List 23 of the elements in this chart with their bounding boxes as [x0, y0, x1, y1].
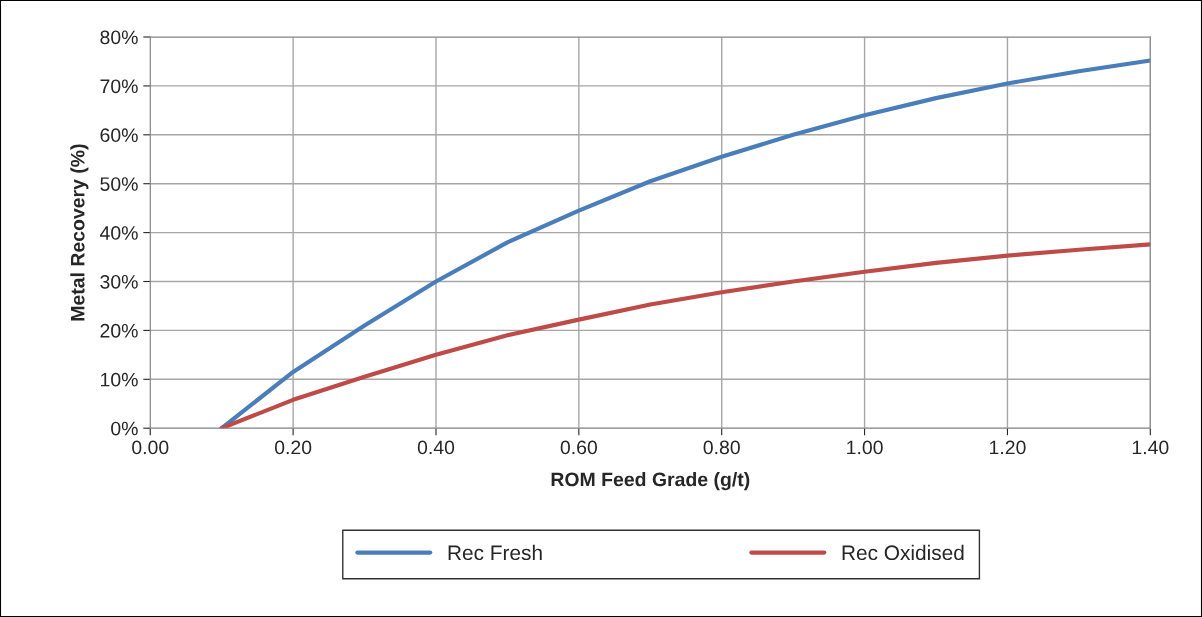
y-tick-label: 30%: [100, 274, 138, 289]
legend-label: Rec Oxidised: [842, 544, 964, 561]
y-tick-label: 80%: [100, 30, 138, 45]
y-tick-label: 70%: [100, 79, 138, 94]
legend-label: Rec Fresh: [448, 544, 542, 561]
x-tick-label: 1.20: [990, 440, 1026, 455]
y-tick-label: 40%: [99, 226, 138, 240]
y-tick-label: 60%: [100, 128, 138, 143]
x-tick-label: 0.60: [560, 440, 598, 455]
x-tick-label: 0.40: [417, 440, 455, 455]
line-series: [219, 58, 1151, 429]
x-axis-title: ROM Feed Grade (g/t): [551, 472, 750, 491]
y-axis-title: Metal Recovery (%): [70, 144, 89, 321]
x-tick-label: 1.00: [847, 440, 883, 455]
y-tick-label: 20%: [100, 323, 138, 338]
x-tick-label: 0.20: [274, 440, 312, 455]
y-tick-label: 50%: [100, 177, 138, 191]
x-tick-label: 0.80: [703, 440, 740, 455]
line-series: [219, 242, 1151, 429]
y-tick-label: 10%: [101, 372, 138, 387]
y-tick-label: 0%: [111, 421, 138, 436]
x-tick-label: 0.00: [132, 440, 169, 455]
x-tick-label: 1.40: [1132, 440, 1169, 455]
